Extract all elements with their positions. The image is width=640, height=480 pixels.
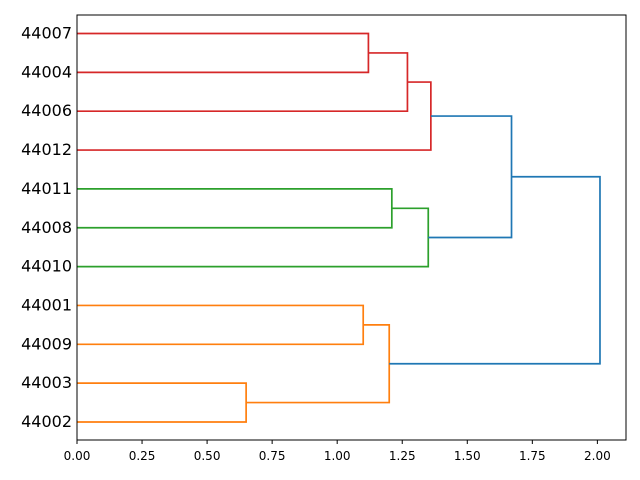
leaf-label: 44003 bbox=[21, 373, 72, 392]
x-tick-label: 1.25 bbox=[389, 449, 416, 463]
leaf-label: 44011 bbox=[21, 179, 72, 198]
x-tick-label: 0.25 bbox=[129, 449, 156, 463]
x-tick-label: 0.50 bbox=[194, 449, 221, 463]
x-tick-label: 2.00 bbox=[584, 449, 611, 463]
x-tick-label: 1.00 bbox=[324, 449, 351, 463]
leaf-label: 44010 bbox=[21, 257, 72, 276]
dendrogram-link-blue bbox=[389, 175, 601, 365]
dendrogram-link-red bbox=[77, 81, 432, 151]
dendrogram-link-orange bbox=[77, 382, 247, 423]
x-tick-label: 0.00 bbox=[64, 449, 91, 463]
dendrogram-link-orange bbox=[77, 304, 365, 346]
leaf-label: 44009 bbox=[21, 334, 72, 353]
leaf-label: 44012 bbox=[21, 140, 72, 159]
dendrogram-link-red bbox=[77, 52, 409, 113]
leaf-label: 44008 bbox=[21, 218, 72, 237]
leaf-label: 44001 bbox=[21, 295, 72, 314]
dendrogram-link-red bbox=[77, 32, 370, 74]
dendrogram-link-green bbox=[77, 188, 393, 229]
dendrogram-link-blue bbox=[428, 115, 513, 239]
dendrogram-link-orange bbox=[246, 324, 391, 404]
leaf-label: 44007 bbox=[21, 24, 72, 43]
x-tick-label: 1.50 bbox=[454, 449, 481, 463]
leaf-label: 44004 bbox=[21, 62, 72, 81]
x-tick-label: 0.75 bbox=[259, 449, 286, 463]
leaf-label: 44006 bbox=[21, 101, 72, 120]
x-tick-label: 1.75 bbox=[519, 449, 546, 463]
leaf-label: 44002 bbox=[21, 412, 72, 431]
dendrogram-link-green bbox=[77, 207, 430, 268]
plot-border bbox=[76, 14, 627, 441]
